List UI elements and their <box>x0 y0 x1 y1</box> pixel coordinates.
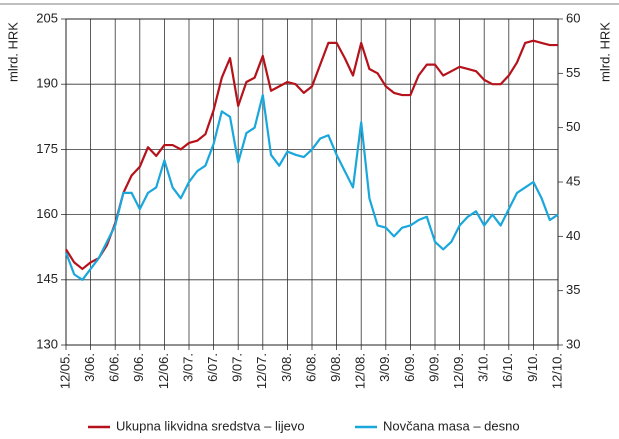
x-tick-label: 3/07. <box>180 353 195 382</box>
y-tick-label: 130 <box>36 336 58 351</box>
y-tick-label: 190 <box>36 76 58 91</box>
x-tick-label: 12/07. <box>254 353 269 389</box>
x-tick-label: 12/08. <box>353 353 368 389</box>
y2-tick-label: 30 <box>566 336 580 351</box>
x-tick-label: 9/07. <box>230 353 245 382</box>
x-tick-label: 9/10. <box>525 353 540 382</box>
x-tick-label: 12/06. <box>156 353 171 389</box>
x-tick-label: 3/10. <box>476 353 491 382</box>
x-tick-label: 6/08. <box>303 353 318 382</box>
y2-tick-label: 55 <box>566 65 580 80</box>
plot-frame <box>65 18 559 346</box>
x-tick-label: 3/09. <box>377 353 392 382</box>
y-tick-label: 205 <box>36 10 58 25</box>
y-tick-label: 175 <box>36 141 58 156</box>
x-tick-label: 3/06. <box>82 353 97 382</box>
legend-label: Novčana masa – desno <box>383 418 520 433</box>
y2-tick-label: 50 <box>566 119 580 134</box>
x-tick-label: 9/08. <box>328 353 343 382</box>
x-tick-label: 9/06. <box>131 353 146 382</box>
x-tick-label: 6/10. <box>500 353 515 382</box>
x-tick-label: 3/08. <box>279 353 294 382</box>
x-tick-label: 6/07. <box>205 353 220 382</box>
series-line <box>64 93 559 281</box>
x-tick-label: 12/10. <box>549 353 564 389</box>
x-tick-label: 12/09. <box>451 353 466 389</box>
y2-tick-label: 60 <box>566 10 580 25</box>
x-tick-label: 6/09. <box>402 353 417 382</box>
y2-tick-label: 40 <box>566 228 580 243</box>
series-line <box>65 39 558 271</box>
y2-tick-label: 45 <box>566 173 580 188</box>
x-tick-label: 6/06. <box>107 353 122 382</box>
y2-axis-label: mlrd. HRK <box>597 22 612 82</box>
y-axis-label: mlrd. HRK <box>5 22 20 82</box>
legend-label: Ukupna likvidna sredstva – lijevo <box>116 418 305 433</box>
x-tick-label: 9/09. <box>426 353 441 382</box>
x-tick-label: 12/05. <box>57 353 72 389</box>
y-tick-label: 145 <box>36 271 58 286</box>
y-tick-label: 160 <box>36 206 58 221</box>
y2-tick-label: 35 <box>566 282 580 297</box>
